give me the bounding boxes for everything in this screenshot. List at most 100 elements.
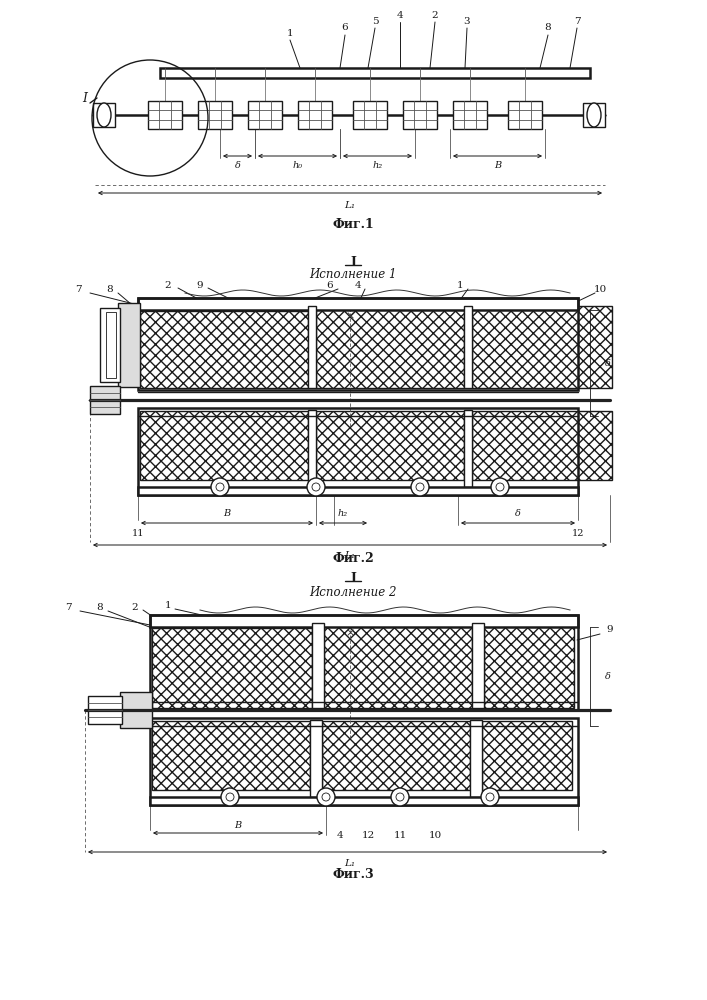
Bar (583, 103, 605, 127)
Text: 2: 2 (165, 280, 171, 290)
Bar (298, 101, 332, 129)
Bar (140, 311, 308, 388)
Bar (106, 312, 116, 378)
Ellipse shape (587, 103, 601, 127)
Text: h₂: h₂ (373, 160, 382, 169)
Circle shape (322, 793, 330, 801)
Text: 1: 1 (165, 600, 171, 609)
Bar (464, 306, 472, 388)
Text: 8: 8 (97, 602, 103, 611)
Bar (310, 720, 322, 797)
Bar (138, 298, 578, 310)
Bar (120, 692, 152, 728)
Bar (152, 721, 310, 790)
Text: 5: 5 (372, 16, 378, 25)
Circle shape (317, 788, 335, 806)
Bar (150, 797, 578, 805)
Bar (308, 306, 316, 388)
Bar (160, 68, 590, 78)
Text: B: B (235, 820, 242, 830)
Bar (482, 721, 572, 790)
Bar (198, 101, 232, 129)
Text: I: I (350, 255, 356, 268)
Bar (150, 615, 578, 627)
Bar (316, 411, 464, 480)
Circle shape (491, 478, 509, 496)
Bar (148, 101, 182, 129)
Text: I: I (350, 572, 356, 584)
Text: ×: × (345, 311, 355, 321)
Bar (248, 101, 282, 129)
Bar (472, 623, 484, 708)
Text: 6: 6 (327, 280, 333, 290)
Bar (308, 410, 316, 487)
Text: Фиг.3: Фиг.3 (332, 868, 374, 882)
Text: L₁: L₁ (344, 858, 356, 867)
Text: Фиг.1: Фиг.1 (332, 219, 374, 232)
Text: B: B (223, 510, 230, 518)
Text: 9: 9 (197, 280, 204, 290)
Text: 12: 12 (572, 530, 584, 538)
Circle shape (416, 483, 424, 491)
Text: 4: 4 (337, 830, 344, 840)
Text: δ: δ (605, 672, 611, 681)
Text: δ: δ (515, 510, 521, 518)
Circle shape (226, 793, 234, 801)
Bar (138, 487, 578, 495)
Text: 7: 7 (573, 16, 580, 25)
Circle shape (221, 788, 239, 806)
Circle shape (216, 483, 224, 491)
Bar (138, 408, 578, 495)
Bar (464, 410, 472, 487)
Text: L₁: L₁ (344, 200, 356, 210)
Bar (322, 721, 470, 790)
Text: 2: 2 (132, 602, 139, 611)
Text: 8: 8 (544, 23, 551, 32)
Bar (150, 615, 578, 710)
Bar (152, 628, 312, 708)
Text: 4: 4 (355, 280, 361, 290)
Text: 2: 2 (432, 10, 438, 19)
Bar (484, 623, 574, 708)
Text: Исполнение 2: Исполнение 2 (309, 585, 397, 598)
Text: 8: 8 (107, 286, 113, 294)
Circle shape (411, 478, 429, 496)
Circle shape (481, 788, 499, 806)
Bar (150, 718, 578, 805)
Bar (472, 411, 612, 480)
Text: 10: 10 (428, 830, 442, 840)
Text: 11: 11 (393, 830, 407, 840)
Text: 1: 1 (286, 28, 293, 37)
Text: δ: δ (235, 160, 240, 169)
Text: h₂: h₂ (338, 510, 348, 518)
Text: 1: 1 (457, 280, 463, 290)
Circle shape (312, 483, 320, 491)
Bar (403, 101, 437, 129)
Text: 4: 4 (397, 10, 403, 19)
Text: 12: 12 (361, 830, 375, 840)
Ellipse shape (97, 103, 111, 127)
Bar (316, 306, 464, 388)
Bar (140, 411, 308, 480)
Bar (88, 696, 122, 724)
Text: Исполнение 1: Исполнение 1 (309, 268, 397, 282)
Text: 6: 6 (341, 23, 349, 32)
Bar (453, 101, 487, 129)
Text: 7: 7 (64, 603, 71, 612)
Text: 9: 9 (607, 626, 613, 635)
Circle shape (496, 483, 504, 491)
Text: I: I (83, 92, 88, 104)
Bar (118, 303, 140, 387)
Bar (324, 623, 472, 708)
Text: 3: 3 (464, 16, 470, 25)
Circle shape (396, 793, 404, 801)
Bar (312, 623, 324, 708)
Bar (100, 308, 120, 382)
Circle shape (486, 793, 494, 801)
Bar (353, 101, 387, 129)
Bar (93, 103, 115, 127)
Circle shape (391, 788, 409, 806)
Bar (470, 720, 482, 797)
Text: 7: 7 (75, 286, 81, 294)
Text: 10: 10 (593, 286, 607, 294)
